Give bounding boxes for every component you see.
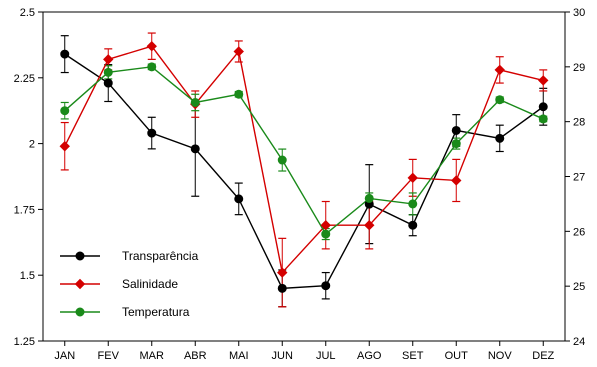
data-point [59,141,70,152]
y2-tick-label: 26 [573,226,585,238]
data-point [451,175,462,186]
y-tick-label: 2 [29,139,35,151]
legend-label: Transparência [122,249,199,263]
data-point [364,219,375,231]
x-tick-label: FEV [98,350,120,362]
x-tick-label: NOV [488,350,513,362]
legend-label: Temperatura [122,305,190,319]
data-point [277,267,288,278]
data-point [451,139,461,149]
x-tick-label: MAR [140,350,165,362]
y2-tick-label: 27 [573,172,585,184]
y-tick-label: 1.25 [14,336,35,348]
data-point [538,114,548,124]
series-markers [59,41,549,293]
data-point [538,102,548,112]
y-tick-label: 1.5 [20,270,35,282]
data-point [60,106,70,116]
data-point [234,89,244,99]
y2-tick-label: 25 [573,281,585,293]
y-tick-label: 1.75 [14,204,35,216]
data-point [190,144,200,154]
x-tick-label: DEZ [532,350,554,362]
x-tick-label: MAI [229,350,249,362]
y2-tick-label: 28 [573,117,585,129]
data-point [190,97,200,107]
series-line [64,66,544,236]
data-point [103,78,113,88]
data-point [408,199,418,209]
x-tick-label: ABR [184,350,207,362]
data-point [147,62,157,72]
data-point [60,49,70,59]
data-point [147,128,157,138]
y-tick-label: 2.25 [14,73,35,85]
x-tick-label: JUL [316,350,336,362]
legend: Transparência Salinidade Temperatura [60,249,199,319]
data-point [234,194,244,204]
y-tick-label: 2.5 [20,7,35,19]
y2-tick-label: 30 [573,7,585,19]
data-point [103,67,113,77]
x-tick-label: OUT [445,350,469,362]
data-point [277,283,287,293]
series-lines [64,45,544,290]
x-tick-label: JUN [272,350,293,362]
data-point [494,64,505,76]
x-tick-label: JAN [54,350,75,362]
data-point [407,172,418,184]
legend-label: Salinidade [122,277,178,291]
data-point [103,54,114,65]
data-point [538,75,549,86]
legend-marker [75,251,85,261]
plot-frame [42,11,566,342]
error-bars [60,32,548,308]
data-point [364,193,374,203]
x-tick-label: AGO [357,350,382,362]
data-point [321,229,331,239]
y2-tick-label: 24 [573,336,585,348]
data-point [408,220,418,230]
data-point [451,125,461,135]
axes: 1.25 1.5 1.75 2 2.25 2.5 24 25 26 27 28 29 30 JAN FEV M… [14,7,586,362]
data-point [321,281,331,291]
data-point [495,95,505,105]
data-point [495,133,505,143]
series-line [64,45,544,275]
data-point [233,46,244,57]
data-point [146,41,157,52]
legend-marker [74,278,86,290]
y2-tick-label: 29 [573,62,585,74]
series-line [64,53,544,290]
x-tick-label: SET [402,350,424,362]
data-point [277,155,287,165]
legend-marker [75,307,85,317]
